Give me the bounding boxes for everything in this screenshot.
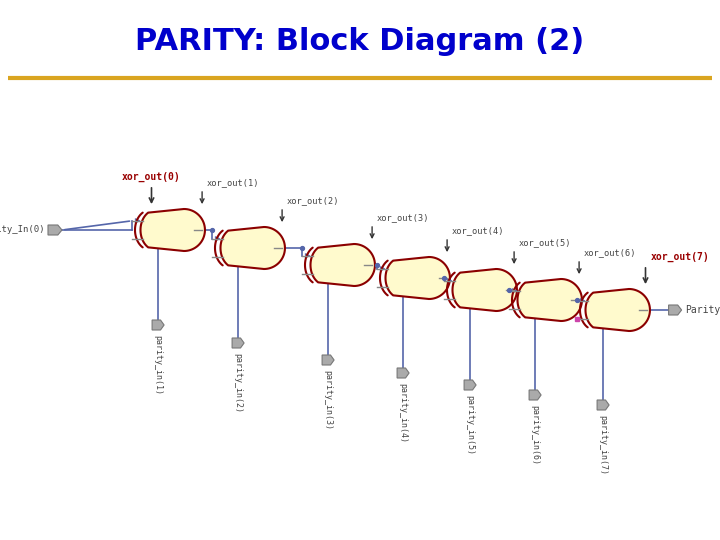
Polygon shape xyxy=(397,368,409,378)
Text: parity_in(3): parity_in(3) xyxy=(323,370,333,430)
Polygon shape xyxy=(464,380,476,390)
Text: xor_out(2): xor_out(2) xyxy=(287,196,340,205)
Text: xor_out(1): xor_out(1) xyxy=(207,178,260,187)
Polygon shape xyxy=(385,257,450,299)
Text: parity_in(5): parity_in(5) xyxy=(466,395,474,455)
Polygon shape xyxy=(152,320,164,330)
Text: PARITY: Block Diagram (2): PARITY: Block Diagram (2) xyxy=(135,28,585,57)
Text: xor_out(6): xor_out(6) xyxy=(584,248,636,257)
Polygon shape xyxy=(585,289,650,331)
Text: parity_in(1): parity_in(1) xyxy=(153,335,163,395)
Text: xor_out(4): xor_out(4) xyxy=(452,226,505,235)
Polygon shape xyxy=(322,355,334,365)
Text: Parity_In(0): Parity_In(0) xyxy=(0,226,45,234)
Text: parity_in(2): parity_in(2) xyxy=(233,353,243,413)
Text: xor_out(7): xor_out(7) xyxy=(650,252,709,262)
Polygon shape xyxy=(310,244,375,286)
Polygon shape xyxy=(518,279,582,321)
Text: Parity_out: Parity_out xyxy=(685,305,720,315)
Text: parity_in(4): parity_in(4) xyxy=(399,383,408,443)
Polygon shape xyxy=(48,225,62,235)
Text: xor_out(0): xor_out(0) xyxy=(122,172,181,182)
Polygon shape xyxy=(452,269,517,311)
Polygon shape xyxy=(220,227,285,269)
Polygon shape xyxy=(669,305,682,315)
Text: xor_out(5): xor_out(5) xyxy=(519,238,572,247)
Polygon shape xyxy=(140,209,205,251)
Polygon shape xyxy=(597,400,609,410)
Text: parity_in(6): parity_in(6) xyxy=(531,405,539,465)
Text: xor_out(3): xor_out(3) xyxy=(377,213,430,222)
Polygon shape xyxy=(232,338,244,348)
Polygon shape xyxy=(529,390,541,400)
Text: parity_in(7): parity_in(7) xyxy=(598,415,608,475)
